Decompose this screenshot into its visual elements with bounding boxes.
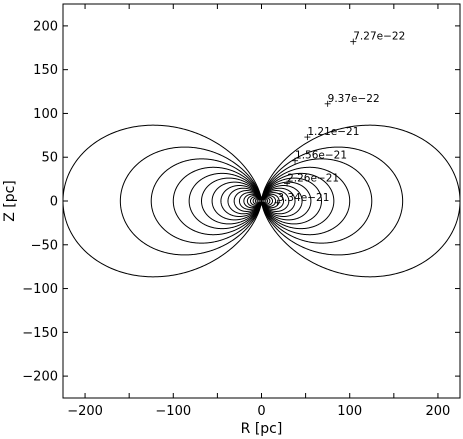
contour-level-label: 1.21e−21 xyxy=(307,126,359,138)
contour-line-left-17 xyxy=(258,199,262,203)
y-tick-label: 100 xyxy=(33,107,58,122)
contour-line-right-8 xyxy=(261,187,296,215)
y-tick-label: 0 xyxy=(50,195,58,210)
annotations-group: 7.27e−22 9.37e−22 1.21e−21 1.56e−21 2.26e−21… xyxy=(274,31,405,206)
contours-group xyxy=(62,124,461,278)
contour-level-label: 3.34e−21 xyxy=(277,192,329,204)
contour-line-left-1 xyxy=(119,146,262,256)
y-tick-label: 200 xyxy=(33,19,58,34)
contour-line-left-2 xyxy=(150,158,262,244)
contour-level-label: 9.37e−22 xyxy=(328,93,380,105)
contour-level-label: 1.56e−21 xyxy=(295,150,347,162)
contour-line-left-6 xyxy=(211,181,262,221)
x-tick-label: 100 xyxy=(337,404,362,419)
y-tick-label: −200 xyxy=(22,370,58,385)
y-axis-label: Z [pc] xyxy=(2,180,18,222)
contour-line-right-17 xyxy=(261,199,265,203)
x-tick-label: −200 xyxy=(67,404,103,419)
contour-line-right-7 xyxy=(261,185,303,217)
ticks-group: −200 −100 0 100 200 −200 −150 −100 −50 0 50 100 150 2… xyxy=(22,4,460,419)
y-tick-label: −50 xyxy=(31,238,58,253)
contour-line-left-7 xyxy=(220,185,262,217)
contour-level-label: 7.27e−22 xyxy=(353,31,405,43)
contour-line-right-6 xyxy=(261,181,312,221)
contour-line-right-3 xyxy=(261,166,351,236)
y-tick-label: 150 xyxy=(33,63,58,78)
contour-level-label: 2.26e−21 xyxy=(287,172,339,184)
contour-line-right-4 xyxy=(261,172,335,230)
x-tick-label: −100 xyxy=(155,404,191,419)
x-axis-label: R [pc] xyxy=(241,421,283,437)
contour-line-left-3 xyxy=(172,166,262,236)
contour-line-left-8 xyxy=(227,187,262,215)
contour-line-right-1 xyxy=(261,146,404,256)
contour-line-left-0 xyxy=(62,124,262,278)
x-tick-label: 0 xyxy=(257,404,265,419)
y-tick-label: −100 xyxy=(22,282,58,297)
y-tick-label: −150 xyxy=(22,326,58,341)
x-tick-label: 200 xyxy=(426,404,451,419)
y-tick-label: 50 xyxy=(41,151,58,166)
contour-line-left-5 xyxy=(201,177,262,225)
contour-line-right-5 xyxy=(261,177,322,225)
contour-line-right-2 xyxy=(261,158,373,244)
contour-line-left-4 xyxy=(188,172,262,230)
